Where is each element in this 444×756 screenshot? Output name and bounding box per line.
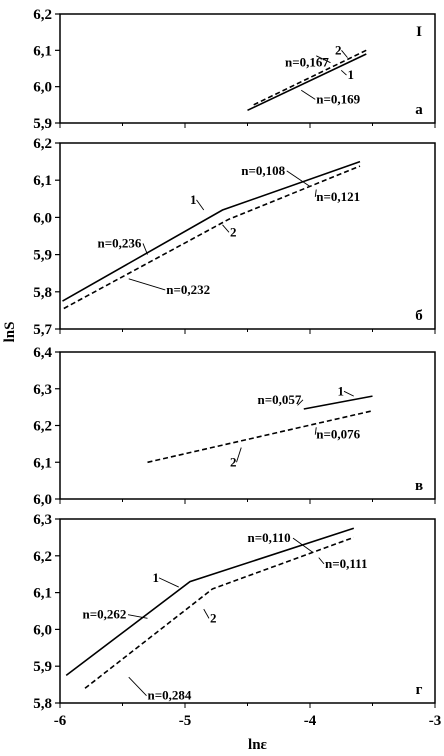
annotation-leader bbox=[292, 537, 313, 553]
panel-letter: в bbox=[415, 478, 423, 494]
annotation-leader bbox=[203, 608, 210, 619]
y-tick-label: 6,2 bbox=[33, 549, 52, 565]
y-tick-label: 5,8 bbox=[33, 696, 52, 712]
annotation-leader bbox=[316, 55, 331, 64]
panels: 5,96,06,16,2n=0,167n=0,16912аI5,75,85,96… bbox=[33, 7, 436, 712]
annotation-label: 1 bbox=[190, 192, 197, 207]
annotation-leader bbox=[297, 399, 304, 406]
y-tick-label: 6,1 bbox=[33, 43, 52, 59]
x-tick-label: -5 bbox=[179, 713, 192, 729]
y-tick-label: 6,1 bbox=[33, 173, 52, 189]
annotation-leader bbox=[286, 170, 311, 187]
annotation-leader bbox=[341, 50, 348, 58]
annotation-label: n=0,232 bbox=[166, 282, 210, 297]
series-1-line bbox=[65, 527, 355, 677]
annotation-label: n=0,111 bbox=[325, 556, 367, 571]
annotation-label: n=0,057 bbox=[258, 392, 302, 407]
y-tick-label: 5,8 bbox=[33, 285, 52, 301]
annotation-label: 2 bbox=[230, 224, 237, 239]
y-tick-label: 6,1 bbox=[33, 455, 52, 471]
annotation-label: n=0,121 bbox=[316, 189, 360, 204]
annotation-label: n=0,169 bbox=[316, 91, 360, 106]
annotation-leader bbox=[340, 69, 347, 76]
series-2-line bbox=[253, 49, 367, 106]
series-2-line bbox=[84, 536, 355, 689]
panel-3: 6,0 6,1 6,2 6,3 6,4 n=0,057 n=0,076 1 2 в bbox=[33, 345, 436, 508]
annotation-label: n=0,076 bbox=[316, 427, 360, 442]
y-tick-label: 6,0 bbox=[33, 80, 52, 96]
panel-1: 5,9 6,0 6,1 6,2 n=0,167 n=0,169 12 а I bbox=[33, 7, 436, 132]
annotation-label: 1 bbox=[153, 570, 160, 585]
x-tick-label: -6 bbox=[54, 713, 67, 729]
annotation-label: 2 bbox=[210, 610, 217, 625]
series-2-line bbox=[147, 410, 373, 464]
y-tick-label: 5,9 bbox=[33, 659, 52, 675]
x-axis: -6 -5 -4 -3 lnε bbox=[54, 713, 442, 753]
annotation-leader bbox=[318, 557, 325, 565]
panel-letter: а bbox=[415, 102, 423, 118]
y-tick-label: 6,2 bbox=[33, 419, 52, 435]
y-axis-label: lnS bbox=[2, 322, 18, 343]
annotation-leader bbox=[343, 390, 354, 397]
annotation-label: 2 bbox=[230, 454, 237, 469]
annotation-label: n=0,108 bbox=[241, 163, 285, 178]
y-tick-label: 6,0 bbox=[33, 210, 52, 226]
annotation-label: 1 bbox=[348, 67, 355, 82]
panel-letter: г bbox=[416, 682, 423, 698]
annotation-leader bbox=[222, 224, 230, 233]
annotation-leader bbox=[196, 199, 205, 211]
series-1-line bbox=[303, 395, 373, 410]
series-1-line bbox=[247, 53, 367, 112]
y-tick-label: 6,3 bbox=[33, 382, 52, 398]
series-2-line bbox=[63, 165, 361, 310]
annotation-label: 1 bbox=[338, 383, 345, 398]
y-tick-label: 6,1 bbox=[33, 586, 52, 602]
annotation-leader bbox=[128, 278, 166, 291]
annotation-label: n=0,236 bbox=[98, 235, 142, 250]
annotation-label: n=0,167 bbox=[285, 55, 329, 70]
annotation-label: n=0,110 bbox=[248, 530, 291, 545]
annotation-label: 2 bbox=[335, 42, 342, 57]
annotation-leader bbox=[127, 614, 148, 619]
y-tick-label: 5,9 bbox=[33, 248, 52, 264]
annotation-leader bbox=[128, 676, 147, 696]
y-tick-label: 5,7 bbox=[33, 322, 52, 338]
y-tick-label: 5,9 bbox=[33, 116, 52, 132]
annotation-leader bbox=[301, 89, 316, 100]
annotation-leader bbox=[314, 427, 317, 435]
panel-letter: б bbox=[415, 308, 423, 324]
annotation-leader bbox=[236, 447, 242, 463]
y-tick-label: 6,2 bbox=[33, 7, 52, 23]
annotation-leader bbox=[142, 243, 148, 255]
x-axis-label: lnε bbox=[248, 737, 268, 753]
y-tick-label: 6,2 bbox=[33, 136, 52, 152]
annotation-label: n=0,284 bbox=[148, 688, 192, 703]
y-tick-label: 6,0 bbox=[33, 622, 52, 638]
y-tick-label: 6,4 bbox=[33, 345, 52, 361]
annotation-leader bbox=[314, 189, 317, 197]
panel-2: 5,7 5,8 5,9 6,0 6,1 6,2 n=0,108 n=0,121 n=0,236 n… bbox=[33, 136, 436, 338]
y-tick-label: 6,3 bbox=[33, 512, 52, 528]
panel-roman-label: I bbox=[416, 24, 422, 40]
annotation-label: n=0,262 bbox=[83, 607, 127, 622]
panel-4: 5,8 5,9 6,0 6,1 6,2 6,3 n=0,110 n=0,111 n=0,262 n… bbox=[33, 512, 436, 712]
panel-frame bbox=[59, 351, 436, 500]
panel-frame bbox=[59, 13, 436, 124]
series-1-line bbox=[62, 160, 361, 302]
x-tick-label: -4 bbox=[304, 713, 317, 729]
annotation-leader bbox=[158, 577, 179, 588]
y-tick-label: 6,0 bbox=[33, 492, 52, 508]
x-tick-label: -3 bbox=[429, 713, 442, 729]
